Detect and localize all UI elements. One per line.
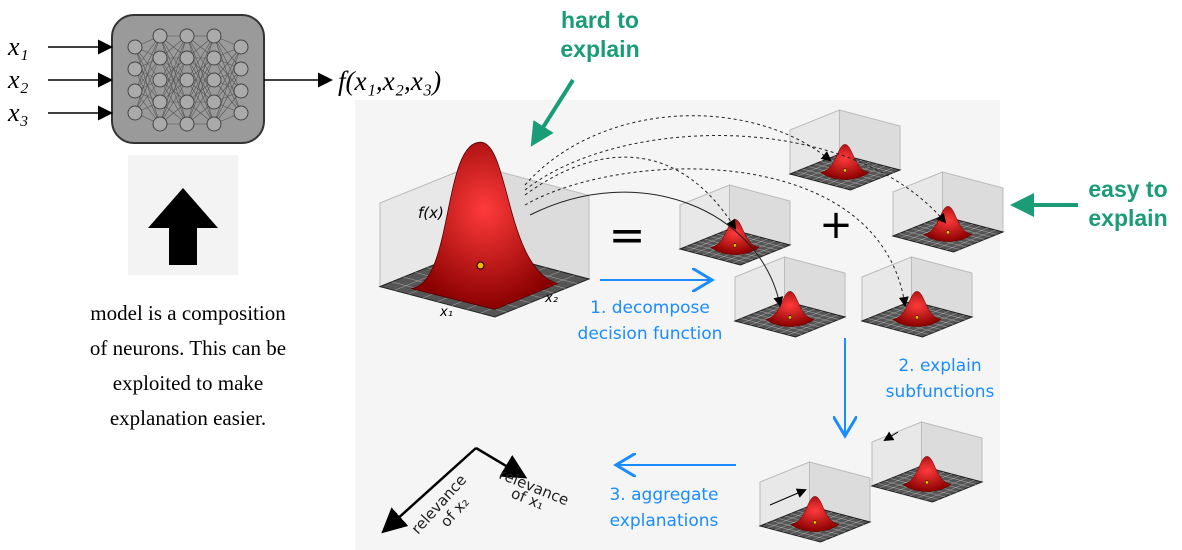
diagram: x₁ x₂ x₃ f(x₁,x₂,x₃) model is a composit… xyxy=(0,0,1182,550)
point xyxy=(813,521,817,525)
step-label: explanations xyxy=(610,511,719,531)
input-label: x₁ xyxy=(7,32,29,61)
step-label: 3. aggregate xyxy=(609,485,718,505)
equals-sign: = xyxy=(609,210,646,261)
caption-line: exploited to make xyxy=(113,371,263,395)
x1-label: x₁ xyxy=(439,305,453,320)
plus-sign: + xyxy=(819,202,853,248)
neuron xyxy=(180,117,194,131)
neuron xyxy=(180,73,194,87)
neuron xyxy=(234,40,248,54)
step-label: subfunctions xyxy=(886,382,995,402)
neuron xyxy=(207,117,221,131)
z-label: f(x) xyxy=(418,204,444,222)
neuron xyxy=(153,95,167,109)
neuron xyxy=(128,84,142,98)
input-label: x₂ xyxy=(7,65,29,94)
x2-label: x₂ xyxy=(544,291,558,306)
neuron xyxy=(128,62,142,76)
neuron xyxy=(153,73,167,87)
point xyxy=(788,316,792,320)
neuron xyxy=(234,62,248,76)
caption-line: explanation easier. xyxy=(110,406,266,430)
point xyxy=(843,169,847,173)
point xyxy=(915,316,919,320)
neuron xyxy=(153,117,167,131)
neuron xyxy=(180,51,194,65)
step-label: decision function xyxy=(578,324,723,344)
step-label: 1. decompose xyxy=(590,298,710,318)
input-label: x₃ xyxy=(7,98,29,127)
neuron xyxy=(153,29,167,43)
neuron xyxy=(180,29,194,43)
easy-label: explain xyxy=(1088,205,1167,231)
caption-line: model is a composition xyxy=(90,301,286,325)
neuron xyxy=(128,106,142,120)
point xyxy=(946,231,950,235)
neuron xyxy=(180,95,194,109)
point xyxy=(733,244,737,248)
hard-label: hard to xyxy=(561,7,639,33)
caption-line: of neurons. This can be xyxy=(90,336,286,360)
neuron xyxy=(128,40,142,54)
neuron xyxy=(207,73,221,87)
neuron xyxy=(234,106,248,120)
neuron xyxy=(153,51,167,65)
neuron xyxy=(207,29,221,43)
neuron xyxy=(207,95,221,109)
output-label: f(x₁,x₂,x₃) xyxy=(338,66,441,96)
point xyxy=(477,262,484,269)
neuron xyxy=(234,84,248,98)
hard-label: explain xyxy=(560,36,639,62)
easy-label: easy to xyxy=(1088,176,1167,202)
step-label: 2. explain xyxy=(898,356,981,376)
neuron xyxy=(207,51,221,65)
point xyxy=(925,481,929,485)
